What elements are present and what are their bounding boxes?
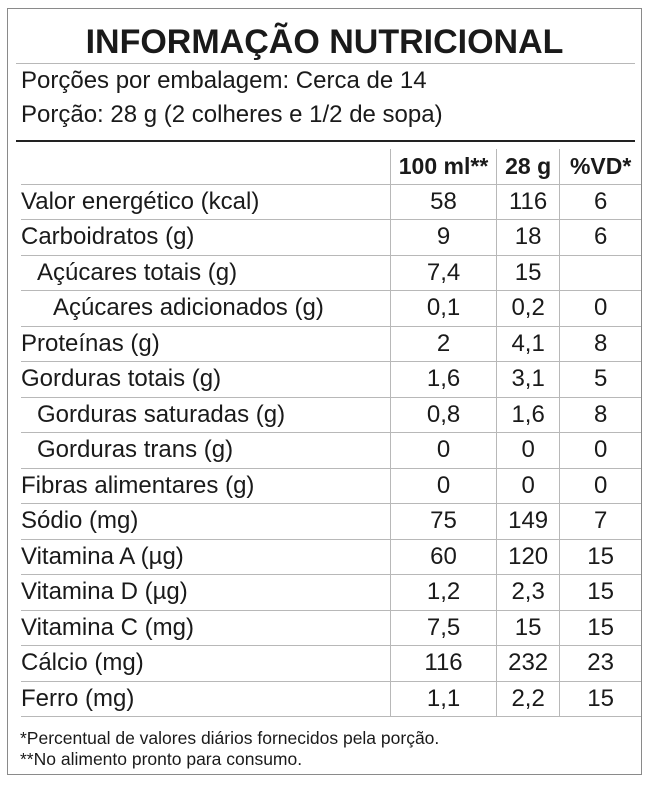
nutrient-label: Gorduras saturadas (g) xyxy=(37,400,286,428)
table-row: Gorduras saturadas (g) 0,8 1,6 8 xyxy=(21,397,641,433)
header-daily-value: %VD* xyxy=(559,149,641,184)
header-per-serving: 28 g xyxy=(495,149,560,184)
value-per-100ml: 0 xyxy=(390,468,497,504)
table-row: Ferro (mg) 1,1 2,2 15 xyxy=(21,681,641,717)
table-row: Carboidratos (g) 9 18 6 xyxy=(21,219,641,255)
panel-title: INFORMAÇÃO NUTRICIONAL xyxy=(85,23,564,61)
footnote-ready-to-eat: **No alimento pronto para consumo. xyxy=(20,749,303,769)
value-per-100ml: 9 xyxy=(390,219,497,255)
nutrient-label: Vitamina A (µg) xyxy=(21,542,184,570)
value-daily-percent xyxy=(559,255,641,291)
value-daily-percent: 6 xyxy=(559,184,641,220)
value-per-100ml: 2 xyxy=(390,326,497,362)
value-daily-percent: 0 xyxy=(559,468,641,504)
value-daily-percent: 15 xyxy=(559,574,641,610)
value-per-100ml: 60 xyxy=(390,539,497,575)
serving-size: Porção: 28 g (2 colheres e 1/2 de sopa) xyxy=(21,101,443,128)
value-daily-percent: 8 xyxy=(559,397,641,433)
nutrient-label: Açúcares adicionados (g) xyxy=(53,294,324,322)
value-daily-percent: 23 xyxy=(559,645,641,681)
value-daily-percent: 5 xyxy=(559,361,641,397)
value-per-serving: 0 xyxy=(495,432,560,468)
value-per-serving: 15 xyxy=(495,255,560,291)
value-per-100ml: 1,1 xyxy=(390,681,497,717)
nutrition-table: 100 ml** 28 g %VD* Valor energético (kca… xyxy=(21,149,641,717)
nutrient-label: Açúcares totais (g) xyxy=(37,258,238,286)
nutrient-label: Carboidratos (g) xyxy=(21,223,195,251)
value-per-100ml: 0,1 xyxy=(390,290,497,326)
value-per-serving: 232 xyxy=(495,645,560,681)
nutrient-label: Cálcio (mg) xyxy=(21,649,144,677)
table-row: Gorduras trans (g) 0 0 0 xyxy=(21,432,641,468)
table-row: Vitamina A (µg) 60 120 15 xyxy=(21,539,641,575)
nutrient-label: Proteínas (g) xyxy=(21,329,160,357)
value-per-serving: 116 xyxy=(495,184,560,220)
table-row: Açúcares totais (g) 7,4 15 xyxy=(21,255,641,291)
nutrient-label: Valor energético (kcal) xyxy=(21,187,260,215)
nutrient-label: Gorduras trans (g) xyxy=(37,436,234,464)
table-row: Cálcio (mg) 116 232 23 xyxy=(21,645,641,681)
table-row: Proteínas (g) 2 4,1 8 xyxy=(21,326,641,362)
nutrient-label: Vitamina C (mg) xyxy=(21,613,194,641)
header-nutrient xyxy=(21,149,391,184)
value-per-serving: 18 xyxy=(495,219,560,255)
table-row: Valor energético (kcal) 58 116 6 xyxy=(21,184,641,220)
value-per-100ml: 116 xyxy=(390,645,497,681)
value-per-100ml: 7,5 xyxy=(390,610,497,646)
nutrient-label: Vitamina D (µg) xyxy=(21,578,188,606)
nutrient-label: Gorduras totais (g) xyxy=(21,365,222,393)
value-per-serving: 0,2 xyxy=(495,290,560,326)
value-daily-percent: 0 xyxy=(559,290,641,326)
value-daily-percent: 15 xyxy=(559,539,641,575)
value-per-100ml: 1,6 xyxy=(390,361,497,397)
value-per-100ml: 0 xyxy=(390,432,497,468)
divider xyxy=(16,63,635,64)
nutrition-facts-panel: INFORMAÇÃO NUTRICIONAL Porções por embal… xyxy=(7,8,642,775)
value-daily-percent: 15 xyxy=(559,681,641,717)
servings-per-package: Porções por embalagem: Cerca de 14 xyxy=(21,67,427,94)
value-per-serving: 120 xyxy=(495,539,560,575)
value-daily-percent: 7 xyxy=(559,503,641,539)
value-per-100ml: 75 xyxy=(390,503,497,539)
table-row: Sódio (mg) 75 149 7 xyxy=(21,503,641,539)
value-daily-percent: 6 xyxy=(559,219,641,255)
value-per-serving: 3,1 xyxy=(495,361,560,397)
table-header-row: 100 ml** 28 g %VD* xyxy=(21,149,641,184)
table-row: Vitamina C (mg) 7,5 15 15 xyxy=(21,610,641,646)
value-daily-percent: 8 xyxy=(559,326,641,362)
value-daily-percent: 0 xyxy=(559,432,641,468)
value-daily-percent: 15 xyxy=(559,610,641,646)
value-per-serving: 2,3 xyxy=(495,574,560,610)
value-per-serving: 15 xyxy=(495,610,560,646)
table-row: Fibras alimentares (g) 0 0 0 xyxy=(21,468,641,504)
table-row: Açúcares adicionados (g) 0,1 0,2 0 xyxy=(21,290,641,326)
header-per-100ml: 100 ml** xyxy=(390,149,497,184)
value-per-serving: 4,1 xyxy=(495,326,560,362)
nutrient-label: Fibras alimentares (g) xyxy=(21,471,255,499)
table-row: Vitamina D (µg) 1,2 2,3 15 xyxy=(21,574,641,610)
value-per-serving: 2,2 xyxy=(495,681,560,717)
value-per-100ml: 1,2 xyxy=(390,574,497,610)
value-per-serving: 149 xyxy=(495,503,560,539)
value-per-100ml: 0,8 xyxy=(390,397,497,433)
value-per-serving: 0 xyxy=(495,468,560,504)
nutrient-label: Sódio (mg) xyxy=(21,507,139,535)
value-per-serving: 1,6 xyxy=(495,397,560,433)
value-per-100ml: 58 xyxy=(390,184,497,220)
footnote-daily-value: *Percentual de valores diários fornecido… xyxy=(20,728,440,748)
value-per-100ml: 7,4 xyxy=(390,255,497,291)
table-row: Gorduras totais (g) 1,6 3,1 5 xyxy=(21,361,641,397)
nutrient-label: Ferro (mg) xyxy=(21,684,135,712)
thick-divider xyxy=(16,140,635,142)
